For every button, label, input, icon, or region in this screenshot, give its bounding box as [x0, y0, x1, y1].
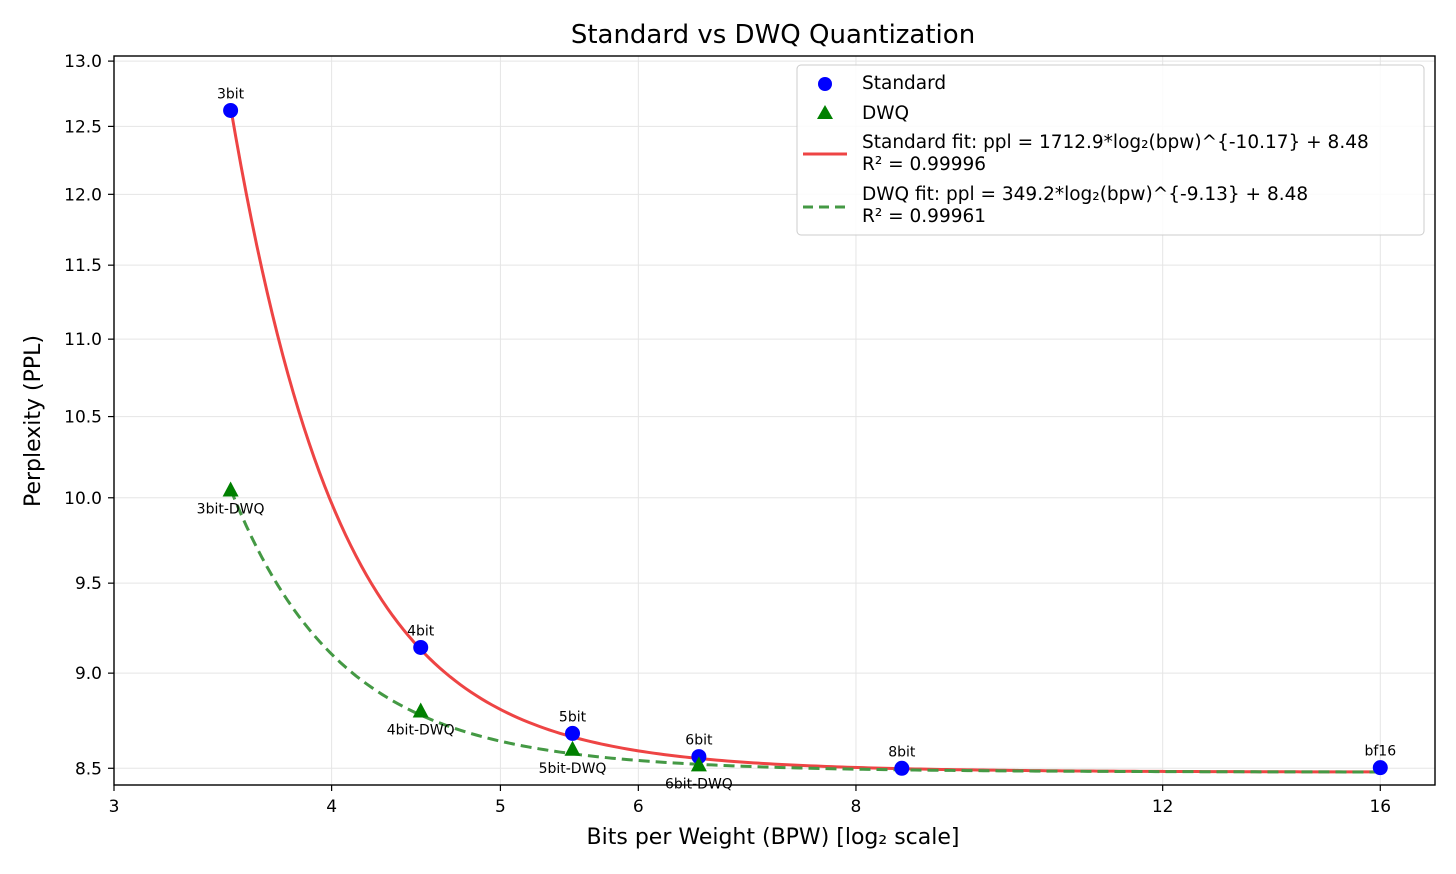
standard-point	[565, 725, 581, 741]
standard-point	[894, 760, 910, 776]
standard-point	[1372, 760, 1388, 776]
y-tick-label: 11.0	[64, 330, 102, 350]
y-tick-label: 10.0	[64, 489, 102, 509]
y-axis-ticks: 8.5 9.0 9.5 10.0 10.5 11.0 11.5 12.0 12.5 13.0	[64, 52, 114, 779]
dwq-fit-curve	[229, 488, 1381, 774]
legend-box	[796, 64, 1425, 236]
x-tick-label: 16	[1369, 797, 1391, 817]
x-tick-label: 8	[851, 797, 862, 817]
legend-standard-label: Standard	[862, 73, 946, 94]
legend-standard-fit-line2: R² = 0.99996	[862, 154, 986, 175]
data-markers	[222, 102, 1388, 776]
y-tick-label: 13.0	[64, 52, 102, 72]
legend: Standard DWQ Standard fit: ppl = 1712.9*…	[796, 64, 1425, 236]
y-tick-label: 8.5	[75, 759, 102, 779]
dwq-point-label: 3bit-DWQ	[197, 501, 265, 517]
x-axis-ticks: 3 4 5 6 8 12 16	[109, 785, 1391, 817]
dwq-point	[412, 702, 429, 718]
standard-point	[413, 639, 429, 655]
dwq-point	[222, 481, 239, 497]
standard-point-label: 6bit	[685, 733, 713, 749]
y-tick-label: 9.0	[75, 664, 102, 684]
x-tick-label: 3	[109, 797, 120, 817]
dwq-point	[690, 756, 707, 772]
x-axis-label: Bits per Weight (BPW) [log₂ scale]	[587, 825, 960, 850]
y-tick-label: 12.5	[64, 117, 102, 137]
legend-dwq-label: DWQ	[862, 103, 909, 124]
legend-standard-fit-line1: Standard fit: ppl = 1712.9*log₂(bpw)^{-1…	[862, 132, 1369, 153]
x-tick-label: 6	[633, 797, 644, 817]
chart-title: Standard vs DWQ Quantization	[571, 20, 975, 50]
y-tick-label: 9.5	[75, 574, 102, 594]
dwq-point	[564, 740, 581, 756]
plot-frame	[113, 55, 1436, 786]
legend-dwq-marker	[817, 105, 833, 119]
standard-point	[223, 102, 239, 118]
legend-standard-marker	[818, 77, 832, 91]
y-tick-label: 11.5	[64, 256, 102, 276]
x-tick-label: 5	[495, 797, 506, 817]
y-axis-label: Perplexity (PPL)	[21, 335, 46, 507]
y-tick-label: 12.0	[64, 185, 102, 205]
standard-point-label: 5bit	[559, 709, 587, 725]
y-tick-label: 10.5	[64, 408, 102, 428]
x-tick-label: 4	[326, 797, 337, 817]
standard-point-label: 3bit	[217, 86, 245, 102]
legend-dwq-fit-line2: R² = 0.99961	[862, 206, 986, 227]
standard-point-label: 4bit	[407, 623, 435, 639]
dwq-point-label: 4bit-DWQ	[387, 723, 455, 739]
standard-point-label: 8bit	[888, 744, 916, 760]
legend-dwq-fit-line1: DWQ fit: ppl = 349.2*log₂(bpw)^{-9.13} +…	[862, 184, 1308, 205]
dwq-point-label: 5bit-DWQ	[539, 761, 607, 777]
x-tick-label: 12	[1152, 797, 1174, 817]
standard-point-label: bf16	[1364, 744, 1396, 760]
